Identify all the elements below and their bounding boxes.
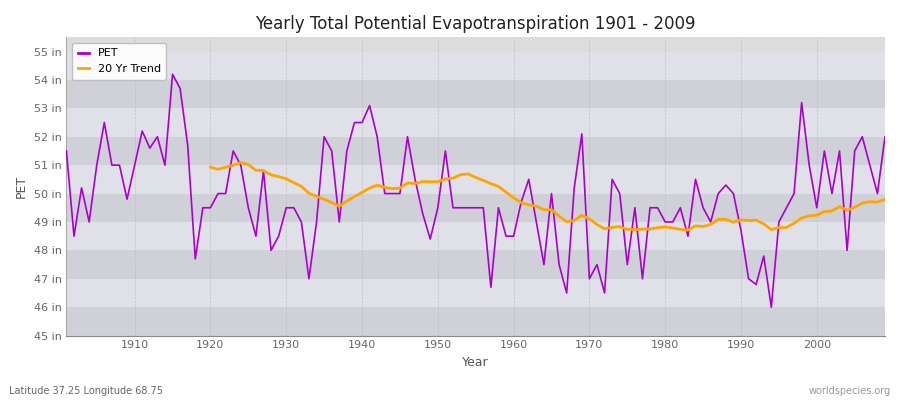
PET: [61, 148, 72, 153]
PET: [607, 177, 617, 182]
20 Yr Trend: [205, 165, 216, 170]
X-axis label: Year: Year: [463, 356, 489, 369]
PET: [167, 72, 178, 77]
Bar: [67, 307, 885, 336]
PET: [508, 234, 519, 238]
Title: Yearly Total Potential Evapotranspiration 1901 - 2009: Yearly Total Potential Evapotranspiratio…: [256, 15, 696, 33]
Bar: [67, 222, 885, 250]
Text: Latitude 37.25 Longitude 68.75: Latitude 37.25 Longitude 68.75: [9, 386, 163, 396]
Bar: [67, 250, 885, 279]
PET: [516, 200, 526, 204]
Text: worldspecies.org: worldspecies.org: [809, 386, 891, 396]
Y-axis label: PET: PET: [15, 175, 28, 198]
Legend: PET, 20 Yr Trend: PET, 20 Yr Trend: [72, 43, 166, 80]
Bar: [67, 52, 885, 80]
PET: [122, 197, 132, 202]
PET: [341, 148, 352, 153]
PET: [879, 134, 890, 139]
Bar: [67, 108, 885, 137]
20 Yr Trend: [682, 228, 693, 232]
PET: [296, 220, 307, 224]
20 Yr Trend: [418, 179, 428, 184]
Bar: [67, 80, 885, 108]
20 Yr Trend: [864, 199, 875, 204]
20 Yr Trend: [235, 160, 246, 165]
Line: 20 Yr Trend: 20 Yr Trend: [211, 162, 885, 230]
Bar: [67, 165, 885, 194]
PET: [766, 305, 777, 310]
20 Yr Trend: [303, 191, 314, 196]
20 Yr Trend: [690, 223, 701, 228]
Bar: [67, 137, 885, 165]
20 Yr Trend: [879, 197, 890, 202]
Bar: [67, 194, 885, 222]
20 Yr Trend: [781, 225, 792, 230]
20 Yr Trend: [796, 216, 807, 220]
Line: PET: PET: [67, 74, 885, 307]
Bar: [67, 279, 885, 307]
